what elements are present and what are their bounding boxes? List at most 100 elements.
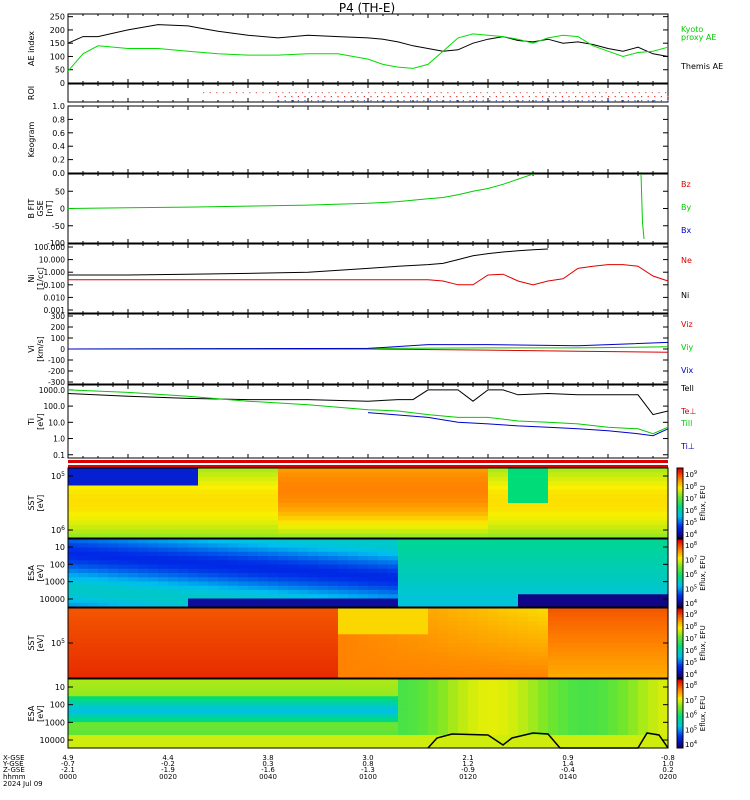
spectrogram-cell	[478, 713, 489, 719]
spectrogram-cell	[298, 498, 309, 504]
spectrogram-cell	[148, 651, 159, 657]
spectrogram-cell	[268, 498, 279, 504]
spectrogram-cell	[118, 498, 129, 504]
spectrogram-cell	[348, 660, 359, 666]
spectrogram-cell	[438, 687, 449, 693]
spectrogram-cell	[108, 507, 119, 513]
spectrogram-cell	[248, 498, 259, 504]
spectrogram-cell	[358, 612, 369, 618]
spectrogram-cell	[248, 612, 259, 618]
spectrogram-cell	[108, 683, 119, 689]
spectrogram-cell	[368, 660, 379, 666]
spectrogram-cell	[388, 551, 399, 557]
spectrogram-cell	[228, 516, 239, 522]
spectrogram-cell	[518, 612, 529, 618]
spectrogram-cell	[208, 594, 219, 600]
spectrogram-cell	[568, 468, 579, 473]
colorbar-segment	[677, 568, 683, 572]
spectrogram-cell	[478, 585, 489, 591]
spectrogram-cell	[208, 520, 219, 526]
spectrogram-cell	[558, 743, 569, 749]
spectrogram-cell	[368, 717, 379, 723]
spectrogram-cell	[298, 564, 309, 570]
spectrogram-cell	[658, 643, 669, 648]
spectrogram-cell	[468, 577, 479, 583]
spectrogram-cell	[198, 629, 209, 635]
spectrogram-cell	[168, 556, 179, 561]
spectrogram-cell	[198, 743, 209, 749]
roi-dot	[605, 92, 607, 94]
colorbar-tick-label: 106	[685, 506, 697, 515]
spectrogram-cell	[298, 669, 309, 675]
spectrogram-cell	[198, 594, 209, 600]
spectrogram-cell	[208, 696, 219, 702]
colorbar-segment	[677, 675, 683, 679]
spectrogram-cell	[338, 739, 349, 745]
roi-dot	[291, 96, 293, 98]
spectrogram-cell	[248, 673, 259, 679]
spectrogram-cell	[298, 638, 309, 644]
spectrogram-cell	[638, 700, 649, 706]
spectrogram-cell	[438, 673, 449, 679]
spectrogram-cell	[148, 629, 159, 635]
spectrogram-cell	[618, 581, 629, 587]
spectrogram-cell	[388, 687, 399, 693]
spectrogram-cell	[248, 573, 259, 578]
spectrogram-cell	[428, 616, 439, 622]
spectrogram-cell	[348, 598, 359, 604]
spectrogram-cell	[338, 638, 349, 644]
spectrogram-cell	[88, 709, 99, 715]
roi-dot	[568, 100, 570, 102]
spectrogram-cell	[398, 638, 409, 644]
spectrogram-cell	[98, 494, 109, 500]
y-tick-label: -100	[47, 239, 65, 248]
spectrogram-cell	[128, 643, 139, 648]
spectrogram-cell	[308, 533, 319, 539]
spectrogram-cell	[108, 673, 119, 679]
spectrogram-cell	[528, 520, 539, 526]
spectrogram-cell	[398, 568, 409, 574]
spectrogram-cell	[428, 660, 439, 666]
spectrogram-cell	[658, 581, 669, 587]
spectrogram-cell	[498, 543, 509, 549]
spectrogram-cell	[88, 704, 99, 710]
spectrogram-cell	[638, 664, 649, 670]
spectrogram-cell	[78, 643, 89, 648]
spectrogram-cell	[308, 629, 319, 635]
spectrogram-cell	[118, 507, 129, 513]
spectrogram-cell	[298, 529, 309, 535]
spectrogram-cell	[148, 485, 159, 491]
spectrogram-cell	[158, 598, 169, 604]
spectrogram-cell	[138, 691, 149, 697]
spectrogram-cell	[548, 503, 559, 508]
spectrogram-cell	[238, 638, 249, 644]
spectrogram-cell	[148, 560, 159, 566]
spectrogram-cell	[328, 726, 339, 732]
spectrogram-cell	[118, 533, 129, 539]
spectrogram-cell	[128, 696, 139, 702]
colorbar-segment	[677, 503, 683, 506]
spectrogram-cell	[448, 643, 459, 648]
spectrogram-cell	[308, 687, 319, 693]
spectrogram-cell	[628, 476, 639, 482]
spectrogram-cell	[198, 634, 209, 640]
spectrogram-cell	[458, 573, 469, 578]
spectrogram-cell	[258, 547, 269, 553]
spectrogram-cell	[288, 722, 299, 728]
spectrogram-cell	[458, 556, 469, 561]
spectrogram-cell	[288, 673, 299, 679]
spectrogram-cell	[138, 629, 149, 635]
spectrogram-cell	[158, 602, 169, 608]
spectrogram-cell	[418, 590, 429, 595]
spectrogram-cell	[528, 726, 539, 732]
spectrogram-cell	[628, 664, 639, 670]
spectrogram-cell	[128, 664, 139, 670]
panel-roi: ROI	[27, 83, 669, 103]
spectrogram-cell	[188, 516, 199, 522]
spectrogram-cell	[338, 520, 349, 526]
spectrogram-cell	[288, 503, 299, 508]
spectrogram-cell	[358, 709, 369, 715]
spectrogram-cell	[398, 598, 409, 604]
spectrogram-cell	[498, 673, 509, 679]
